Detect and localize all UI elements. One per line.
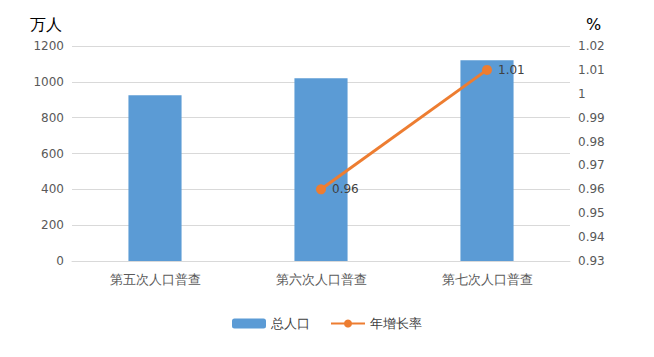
svg-text:总人口: 总人口 [270, 316, 310, 331]
svg-text:1200: 1200 [33, 39, 64, 53]
svg-text:600: 600 [41, 147, 64, 161]
svg-text:第五次人口普查: 第五次人口普查 [110, 272, 201, 287]
svg-text:1.02: 1.02 [578, 39, 605, 53]
svg-text:第七次人口普查: 第七次人口普查 [442, 272, 533, 287]
svg-text:年增长率: 年增长率 [370, 316, 422, 331]
svg-text:万人: 万人 [30, 15, 62, 34]
svg-text:400: 400 [41, 182, 64, 196]
svg-text:1.01: 1.01 [578, 63, 605, 77]
svg-text:%: % [586, 15, 601, 34]
svg-text:0.93: 0.93 [578, 254, 605, 268]
svg-text:800: 800 [41, 111, 64, 125]
svg-text:0.99: 0.99 [578, 111, 605, 125]
svg-text:0.98: 0.98 [578, 135, 605, 149]
svg-text:1: 1 [578, 87, 586, 101]
svg-text:0.96: 0.96 [332, 182, 359, 196]
svg-text:0.94: 0.94 [578, 230, 605, 244]
svg-text:1000: 1000 [33, 75, 64, 89]
svg-text:0.96: 0.96 [578, 182, 605, 196]
svg-text:1.01: 1.01 [498, 63, 525, 77]
svg-text:0: 0 [56, 254, 64, 268]
svg-text:200: 200 [41, 218, 64, 232]
svg-text:0.97: 0.97 [578, 158, 605, 172]
svg-text:第六次人口普查: 第六次人口普查 [276, 272, 367, 287]
svg-text:0.95: 0.95 [578, 206, 605, 220]
